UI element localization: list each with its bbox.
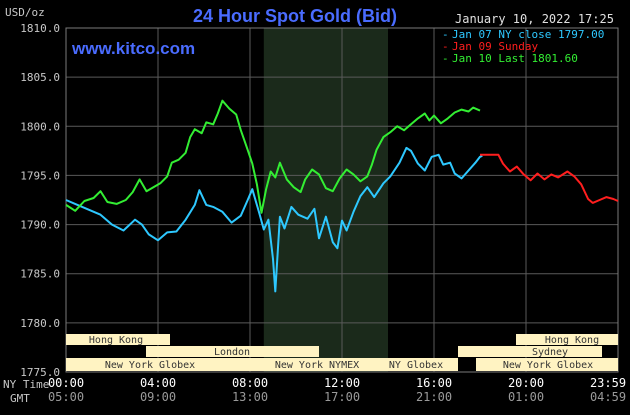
- timestamp: January 10, 2022 17:25: [455, 12, 614, 26]
- y-tick-label: 1805.0: [20, 71, 60, 84]
- gmt-tick-label: 13:00: [232, 390, 268, 404]
- legend-jan09-label: Jan 09 Sunday: [452, 40, 538, 53]
- legend: - Jan 07 NY close 1797.00 - Jan 09 Sunda…: [442, 28, 604, 65]
- price-series: [65, 99, 619, 293]
- y-tick-label: 1795.0: [20, 169, 60, 182]
- legend-jan07-label: Jan 07 NY close 1797.00: [452, 28, 604, 41]
- legend-jan10-marker: -: [442, 52, 449, 65]
- session-shade: [263, 28, 388, 372]
- y-tick-label: 1775.0: [20, 366, 60, 379]
- market-label: Sydney: [532, 347, 568, 358]
- market-label: London: [214, 347, 250, 358]
- y-tick-label: 1800.0: [20, 120, 60, 133]
- market-label: New York Globex: [503, 360, 593, 371]
- gmt-tick-label: 09:00: [140, 390, 176, 404]
- ny-tick-label: 12:00: [324, 376, 360, 390]
- market-bar-new-york-globex: [66, 358, 258, 371]
- ny-tick-label: 04:00: [140, 376, 176, 390]
- ny-tick-label: 23:59: [590, 376, 626, 390]
- gmt-tick-label: 04:59: [590, 390, 626, 404]
- series-line-jan07: [65, 146, 483, 293]
- market-bar-hong-kong: [66, 334, 170, 345]
- kitco-watermark: www.kitco.com: [71, 39, 195, 58]
- ny-time-label: NY Time: [3, 378, 49, 391]
- y-tick-label: 1780.0: [20, 317, 60, 330]
- market-bar-new-york-globex: [476, 358, 618, 371]
- y-tick-label: 1785.0: [20, 268, 60, 281]
- unit-label: USD/oz: [5, 6, 45, 19]
- series-line-jan10: [65, 99, 481, 214]
- chart-title: 24 Hour Spot Gold (Bid): [193, 6, 397, 26]
- ny-tick-label: 16:00: [416, 376, 452, 390]
- gmt-tick-label: 01:00: [508, 390, 544, 404]
- gmt-label: GMT: [10, 392, 30, 405]
- market-label: Hong Kong: [89, 335, 143, 346]
- market-bar-new-york-nymex: [258, 358, 378, 371]
- gmt-tick-label: 17:00: [324, 390, 360, 404]
- market-label: New York Globex: [105, 360, 195, 371]
- y-tick-label: 1790.0: [20, 219, 60, 232]
- market-label: Hong Kong: [545, 335, 599, 346]
- time-axis: NY Time GMT 00:00 04:00 08:00 12:00 16:0…: [3, 376, 626, 405]
- market-label: New York NYMEX: [275, 360, 359, 371]
- y-tick-label: 1810.0: [20, 22, 60, 35]
- gmt-tick-label: 05:00: [48, 390, 84, 404]
- ny-tick-label: 00:00: [48, 376, 84, 390]
- market-sessions: Hong Kong Hong Kong London Sydney New Yo…: [66, 334, 618, 371]
- market-bar-ny-globex: [378, 358, 458, 371]
- ny-tick-label: 20:00: [508, 376, 544, 390]
- market-label: NY Globex: [389, 360, 443, 371]
- legend-jan07-marker: -: [442, 28, 449, 41]
- market-bar-london: [146, 346, 319, 357]
- y-axis-labels: 1775.0 1780.0 1785.0 1790.0 1795.0 1800.…: [20, 22, 60, 379]
- legend-jan10-label: Jan 10 Last 1801.60: [452, 52, 578, 65]
- series-line-jan09: [480, 153, 619, 204]
- legend-jan09-marker: -: [442, 40, 449, 53]
- gmt-tick-label: 21:00: [416, 390, 452, 404]
- ny-tick-label: 08:00: [232, 376, 268, 390]
- market-bar-sydney: [458, 346, 602, 357]
- market-bar-hong-kong: [516, 334, 618, 345]
